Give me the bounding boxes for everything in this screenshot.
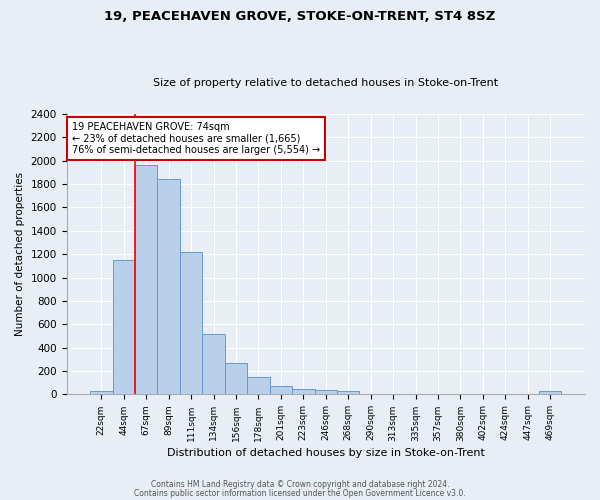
X-axis label: Distribution of detached houses by size in Stoke-on-Trent: Distribution of detached houses by size …	[167, 448, 485, 458]
Bar	[135, 165, 157, 394]
Bar	[247, 377, 269, 394]
Y-axis label: Number of detached properties: Number of detached properties	[15, 172, 25, 336]
Bar	[314, 390, 337, 394]
Bar	[269, 386, 292, 394]
Bar	[113, 260, 135, 394]
Bar	[202, 334, 225, 394]
Bar	[539, 391, 562, 394]
Text: Contains public sector information licensed under the Open Government Licence v3: Contains public sector information licen…	[134, 488, 466, 498]
Bar	[180, 252, 202, 394]
Title: Size of property relative to detached houses in Stoke-on-Trent: Size of property relative to detached ho…	[153, 78, 499, 88]
Bar	[157, 180, 180, 394]
Text: 19, PEACEHAVEN GROVE, STOKE-ON-TRENT, ST4 8SZ: 19, PEACEHAVEN GROVE, STOKE-ON-TRENT, ST…	[104, 10, 496, 23]
Bar	[337, 391, 359, 394]
Bar	[90, 391, 113, 394]
Text: 19 PEACEHAVEN GROVE: 74sqm
← 23% of detached houses are smaller (1,665)
76% of s: 19 PEACEHAVEN GROVE: 74sqm ← 23% of deta…	[72, 122, 320, 156]
Bar	[292, 389, 314, 394]
Text: Contains HM Land Registry data © Crown copyright and database right 2024.: Contains HM Land Registry data © Crown c…	[151, 480, 449, 489]
Bar	[225, 364, 247, 394]
